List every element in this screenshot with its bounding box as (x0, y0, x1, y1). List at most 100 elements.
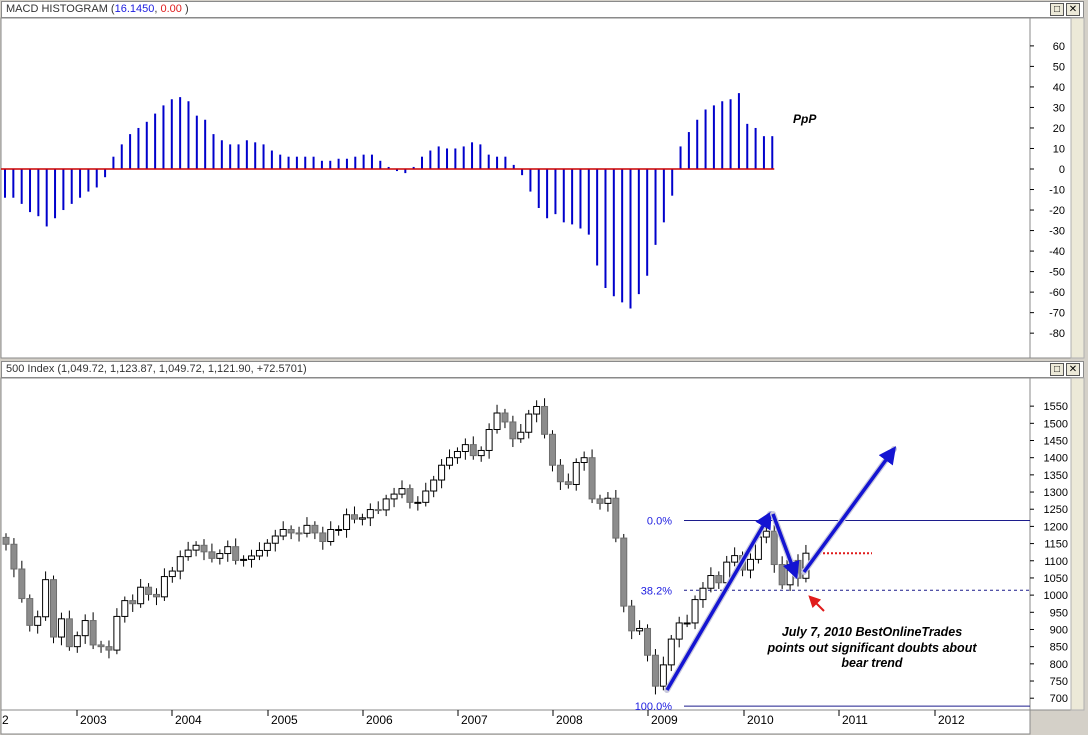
candle-body (390, 493, 398, 500)
macd-y-tick-label: 30 (1053, 102, 1065, 114)
candle-body (105, 646, 113, 651)
candle-body (659, 664, 667, 687)
macd-y-tick-label: 40 (1053, 82, 1065, 94)
price-y-tick-label: 1400 (1044, 453, 1068, 465)
candle-body (564, 481, 572, 485)
macd-scrollbar[interactable] (1070, 17, 1085, 359)
candle-body (509, 421, 517, 440)
candle-body (255, 549, 263, 557)
price-restore-button[interactable]: □ (1050, 363, 1064, 376)
candle-body (477, 449, 485, 457)
candle-body (216, 553, 224, 559)
candle-body (651, 654, 659, 687)
candle-body (469, 444, 477, 457)
x-tick-label: 2003 (80, 713, 107, 727)
candle-body (430, 479, 438, 492)
candle-body (192, 544, 200, 551)
candle-body (160, 576, 168, 598)
candle-body (556, 464, 564, 483)
candle-body (778, 564, 786, 586)
candle-body (699, 587, 707, 601)
candle-body (224, 546, 232, 555)
price-y-tick-label: 1350 (1044, 470, 1068, 482)
fib-label: 38.2% (641, 585, 672, 597)
price-close-button[interactable]: ✕ (1066, 363, 1080, 376)
x-tick-label: 2007 (461, 713, 488, 727)
x-tick-label: 2008 (556, 713, 583, 727)
fib-label: 0.0% (647, 516, 672, 528)
candle-body (248, 555, 256, 560)
candle-body (604, 497, 612, 504)
candle-body (580, 457, 588, 463)
macd-y-tick-label: -80 (1049, 328, 1065, 340)
price-y-tick-label: 1200 (1044, 521, 1068, 533)
candle-body (121, 600, 129, 617)
candle-body (97, 644, 105, 648)
candle-body (34, 616, 42, 626)
candle-body (2, 536, 10, 545)
macd-close-button[interactable]: ✕ (1066, 3, 1080, 16)
macd-annotation-ppp: PpP (793, 112, 817, 126)
candle-body (319, 532, 327, 543)
candle-body (145, 586, 153, 595)
macd-y-tick-label: -60 (1049, 287, 1065, 299)
candle-body (366, 509, 374, 519)
price-y-tick-label: 1000 (1044, 590, 1068, 602)
candle-body (596, 498, 604, 504)
candle-body (240, 558, 248, 561)
price-y-tick-label: 1550 (1044, 401, 1068, 413)
candle-body (438, 464, 446, 481)
candle-body (707, 575, 715, 589)
macd-y-tick-label: -40 (1049, 246, 1065, 258)
price-y-tick-label: 1250 (1044, 504, 1068, 516)
macd-y-tick-label: 60 (1053, 41, 1065, 53)
candle-body (73, 635, 81, 648)
x-tick-label: 2004 (175, 713, 202, 727)
candle-body (65, 618, 73, 648)
candle-body (350, 514, 358, 520)
candle-body (184, 549, 192, 558)
x-tick-label: 2011 (842, 713, 868, 727)
price-pane-title: 500 Index (1,049.72, 1,123.87, 1,049.72,… (6, 363, 307, 375)
candle-body (770, 530, 778, 566)
price-scrollbar[interactable] (1070, 377, 1085, 711)
candle-body (287, 528, 295, 534)
candle-body (691, 599, 699, 624)
candle-body (335, 528, 343, 531)
trend-arrow (771, 513, 800, 580)
candle-body (525, 413, 533, 433)
macd-y-tick-label: 50 (1053, 61, 1065, 73)
macd-restore-button[interactable]: □ (1050, 3, 1064, 16)
price-y-tick-label: 950 (1050, 607, 1068, 619)
candle-body (343, 514, 351, 530)
price-y-tick-label: 1100 (1044, 556, 1068, 568)
candle-body (453, 450, 461, 459)
candle-body (398, 488, 406, 495)
macd-y-tick-label: -50 (1049, 267, 1065, 279)
x-tick-label-partial: 2 (2, 713, 9, 727)
candle-body (382, 498, 390, 511)
macd-y-tick-label: -10 (1049, 185, 1065, 197)
x-tick-label: 2012 (938, 713, 965, 727)
candle-body (113, 615, 121, 651)
trend-arrow (802, 446, 897, 574)
candle-body (762, 530, 770, 538)
price-annotation-line-1: July 7, 2010 BestOnlineTrades (782, 625, 962, 639)
candle-body (200, 544, 208, 553)
macd-y-tick-label: 10 (1053, 143, 1065, 155)
candle-body (81, 620, 89, 637)
candle-body (327, 528, 335, 543)
candle-body (541, 405, 549, 435)
macd-y-tick-label: -70 (1049, 308, 1065, 320)
candle-body (493, 412, 501, 431)
candle-body (152, 593, 160, 598)
candle-body (50, 579, 58, 638)
candle-body (517, 431, 525, 440)
price-y-tick-label: 750 (1050, 676, 1068, 688)
candle-body (89, 620, 97, 646)
macd-y-tick-label: 0 (1059, 164, 1065, 176)
candle-body (446, 457, 454, 466)
candle-body (675, 622, 683, 640)
x-tick-label: 2005 (271, 713, 298, 727)
